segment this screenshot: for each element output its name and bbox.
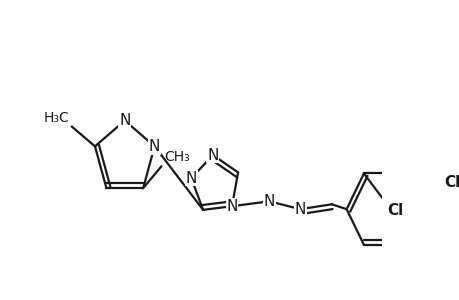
Text: Cl: Cl (444, 175, 459, 190)
Text: N: N (207, 148, 218, 163)
Text: CH₃: CH₃ (163, 151, 189, 164)
Text: H₃C: H₃C (44, 111, 69, 125)
Text: N: N (149, 139, 160, 154)
Text: N: N (185, 171, 196, 186)
Text: N: N (119, 113, 130, 128)
Text: N: N (263, 194, 274, 209)
Text: N: N (226, 199, 237, 214)
Text: Cl: Cl (386, 203, 403, 218)
Text: N: N (294, 202, 306, 217)
